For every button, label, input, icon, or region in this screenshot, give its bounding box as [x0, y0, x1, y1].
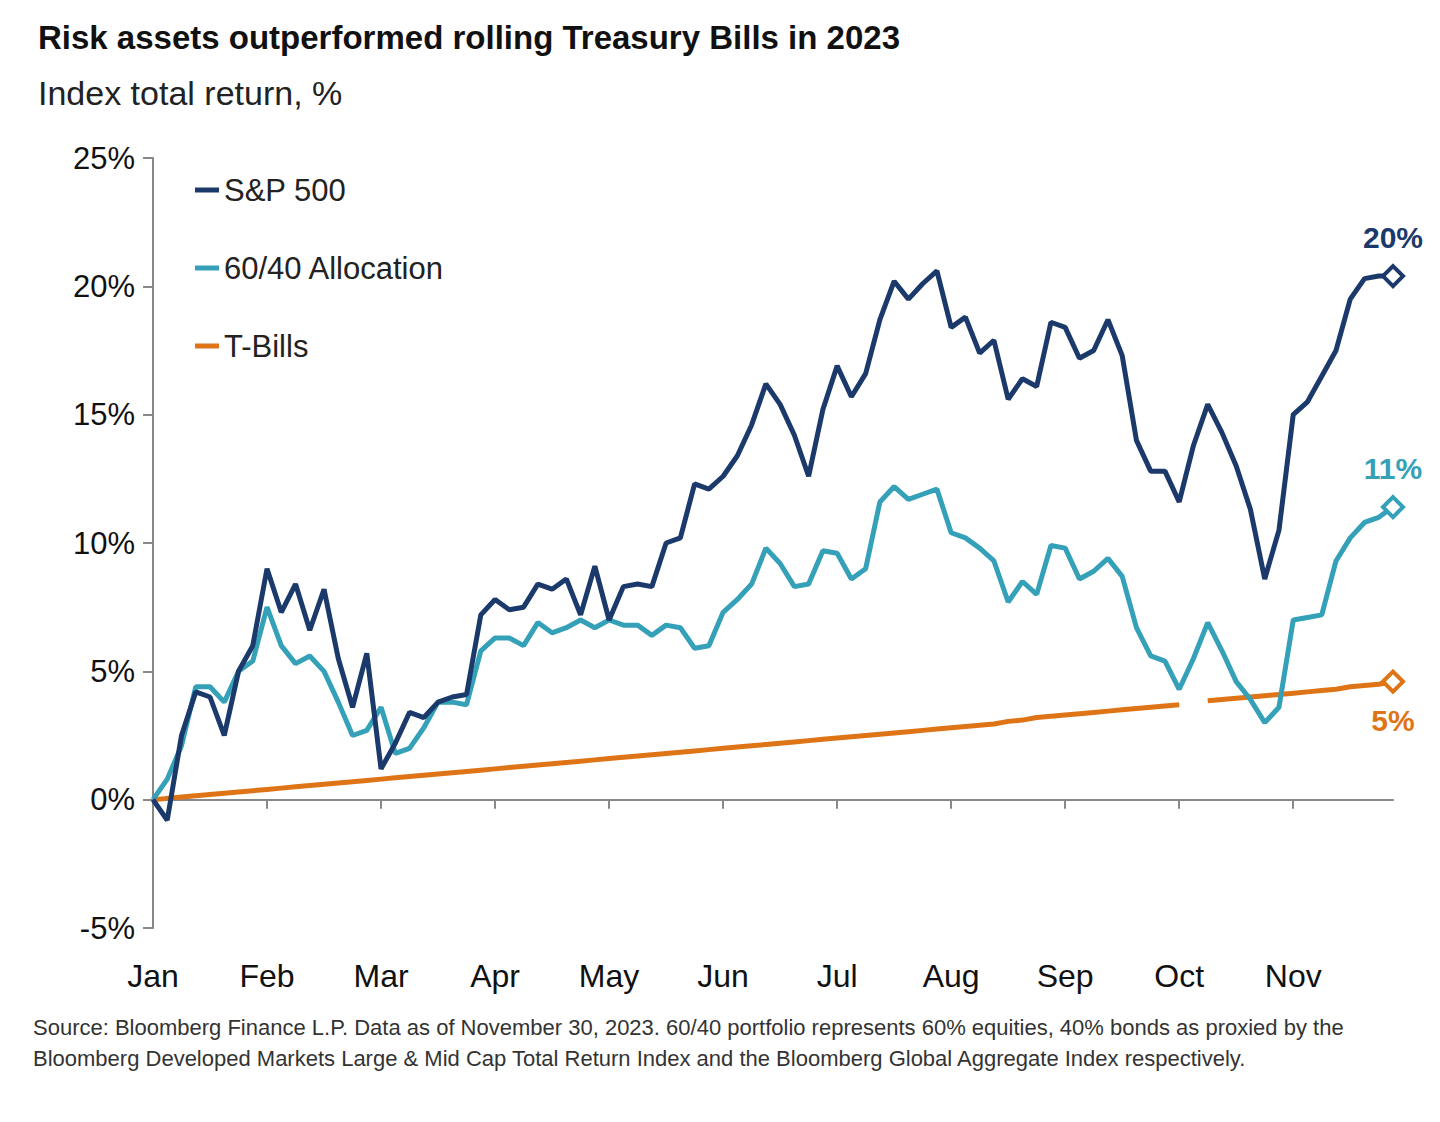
svg-text:Jun: Jun: [697, 958, 749, 994]
svg-text:5%: 5%: [90, 654, 135, 689]
svg-text:0%: 0%: [90, 782, 135, 817]
svg-text:Mar: Mar: [353, 958, 408, 994]
svg-text:Jul: Jul: [817, 958, 858, 994]
svg-text:Risk assets outperformed rolli: Risk assets outperformed rolling Treasur…: [38, 19, 900, 56]
svg-text:-5%: -5%: [80, 911, 135, 946]
svg-text:May: May: [579, 958, 639, 994]
svg-text:25%: 25%: [73, 141, 135, 176]
svg-text:Index total return, %: Index total return, %: [38, 74, 342, 112]
svg-text:60/40 Allocation: 60/40 Allocation: [224, 251, 443, 286]
svg-text:Aug: Aug: [923, 958, 980, 994]
svg-text:Apr: Apr: [470, 958, 520, 994]
svg-text:Jan: Jan: [127, 958, 179, 994]
svg-text:20%: 20%: [1363, 221, 1423, 254]
svg-text:Bloomberg Developed Markets La: Bloomberg Developed Markets Large & Mid …: [33, 1046, 1245, 1071]
svg-text:Feb: Feb: [239, 958, 294, 994]
svg-text:11%: 11%: [1364, 452, 1422, 485]
svg-text:15%: 15%: [73, 397, 135, 432]
svg-text:Source: Bloomberg Finance L.P.: Source: Bloomberg Finance L.P. Data as o…: [33, 1015, 1350, 1040]
svg-text:S&P 500: S&P 500: [224, 173, 346, 208]
svg-text:Nov: Nov: [1265, 958, 1322, 994]
svg-text:5%: 5%: [1371, 704, 1414, 737]
svg-text:T-Bills: T-Bills: [224, 329, 308, 364]
svg-text:10%: 10%: [73, 526, 135, 561]
svg-text:Sep: Sep: [1037, 958, 1094, 994]
svg-text:20%: 20%: [73, 269, 135, 304]
svg-text:Oct: Oct: [1154, 958, 1204, 994]
